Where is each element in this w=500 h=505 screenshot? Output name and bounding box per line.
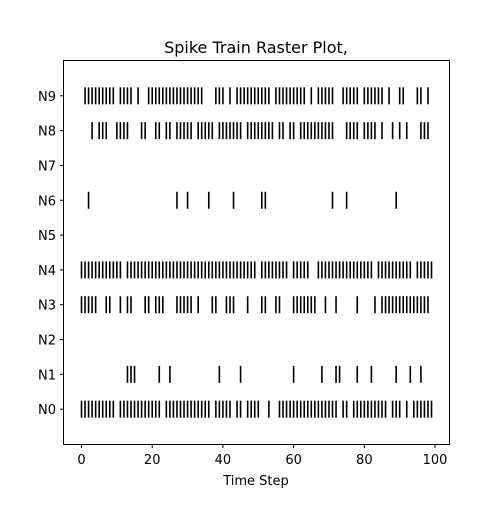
y-tick-label: N0 bbox=[38, 403, 56, 418]
x-tick-label: 40 bbox=[215, 453, 232, 468]
x-tick-label: 60 bbox=[285, 453, 302, 468]
plot-frame bbox=[63, 60, 450, 445]
y-tick-label: N2 bbox=[38, 334, 56, 349]
y-axis: N0 N1 N2 N3 N4 N5 N6 N7 N8 N9 bbox=[38, 90, 64, 418]
y-tick-label: N3 bbox=[38, 299, 56, 314]
x-tick-label: 100 bbox=[423, 453, 448, 468]
y-tick-label: N6 bbox=[38, 194, 56, 209]
y-tick-label: N5 bbox=[38, 229, 56, 244]
x-tick-label: 20 bbox=[144, 453, 161, 468]
x-axis: 0 20 40 60 80 100 bbox=[77, 444, 447, 468]
y-tick-label: N8 bbox=[38, 125, 56, 140]
chart-title: Spike Train Raster Plot, bbox=[164, 38, 348, 57]
y-tick-label: N7 bbox=[38, 159, 56, 174]
x-tick-label: 80 bbox=[356, 453, 373, 468]
y-tick-label: N1 bbox=[38, 368, 56, 383]
spike-marks bbox=[80, 87, 433, 418]
x-tick-label: 0 bbox=[77, 453, 85, 468]
x-axis-label: Time Step bbox=[222, 474, 289, 489]
y-tick-label: N9 bbox=[38, 90, 56, 105]
y-tick-label: N4 bbox=[38, 264, 56, 279]
